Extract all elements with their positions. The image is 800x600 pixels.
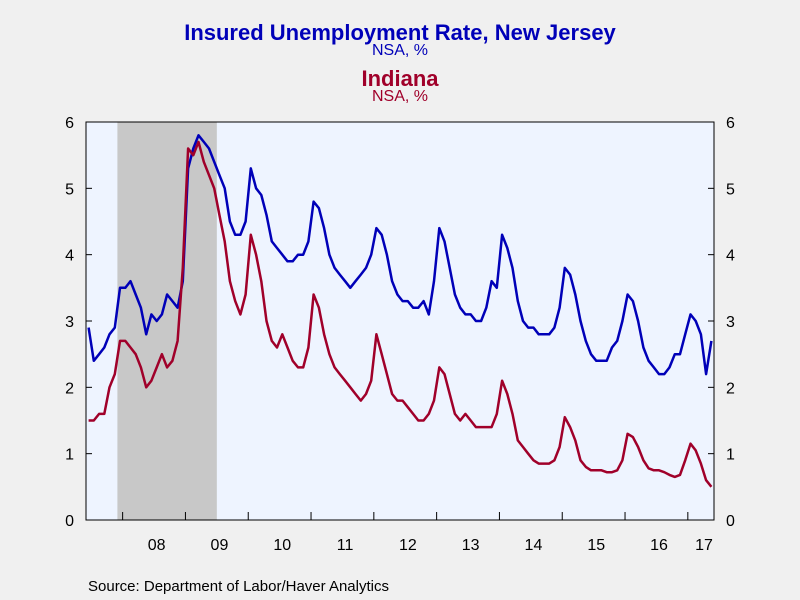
- y-tick-label-left: 6: [65, 115, 74, 132]
- y-tick-label-right: 2: [726, 380, 735, 397]
- x-tick-label: 17: [695, 537, 713, 554]
- y-tick-label-right: 1: [726, 447, 735, 464]
- source-note: Source: Department of Labor/Haver Analyt…: [88, 578, 389, 595]
- y-tick-label-left: 4: [65, 248, 74, 265]
- x-tick-label: 09: [211, 537, 229, 554]
- y-tick-label-left: 2: [65, 380, 74, 397]
- x-tick-label: 11: [337, 537, 354, 554]
- y-tick-label-right: 6: [726, 115, 735, 132]
- axis-ticks: 0 01 12 23 34 45 56 608 09 10 11 12 13 14 15 16 17: [65, 115, 735, 554]
- chart-title-nj: Insured Unemployment Rate, New Jersey: [184, 20, 616, 45]
- chart-title-indiana: Indiana: [361, 66, 439, 91]
- series-line-new-jersey: [87, 134, 713, 376]
- series-lines: [87, 134, 713, 488]
- x-tick-label: 15: [587, 537, 605, 554]
- y-tick-label-right: 5: [726, 181, 735, 198]
- plot-frame: [85, 121, 715, 521]
- x-tick-label: 16: [650, 537, 668, 554]
- y-tick-label-left: 3: [65, 314, 74, 331]
- x-tick-label: 12: [399, 537, 417, 554]
- x-tick-label: 10: [273, 537, 291, 554]
- series-line-indiana: [88, 140, 713, 488]
- chart-unit-indiana: NSA, %: [371, 88, 428, 105]
- x-tick-label: 13: [462, 537, 480, 554]
- y-tick-label-right: 3: [726, 314, 735, 331]
- x-tick-label: 14: [525, 537, 543, 554]
- y-tick-label-right: 4: [726, 248, 735, 265]
- y-tick-label-right: 0: [726, 513, 735, 530]
- chart-unit-nj: NSA, %: [371, 42, 428, 59]
- y-tick-label-left: 1: [65, 447, 74, 464]
- y-tick-label-left: 0: [65, 513, 74, 530]
- recession-shading: [117, 122, 217, 520]
- x-tick-label: 08: [148, 537, 166, 554]
- y-tick-label-left: 5: [65, 181, 74, 198]
